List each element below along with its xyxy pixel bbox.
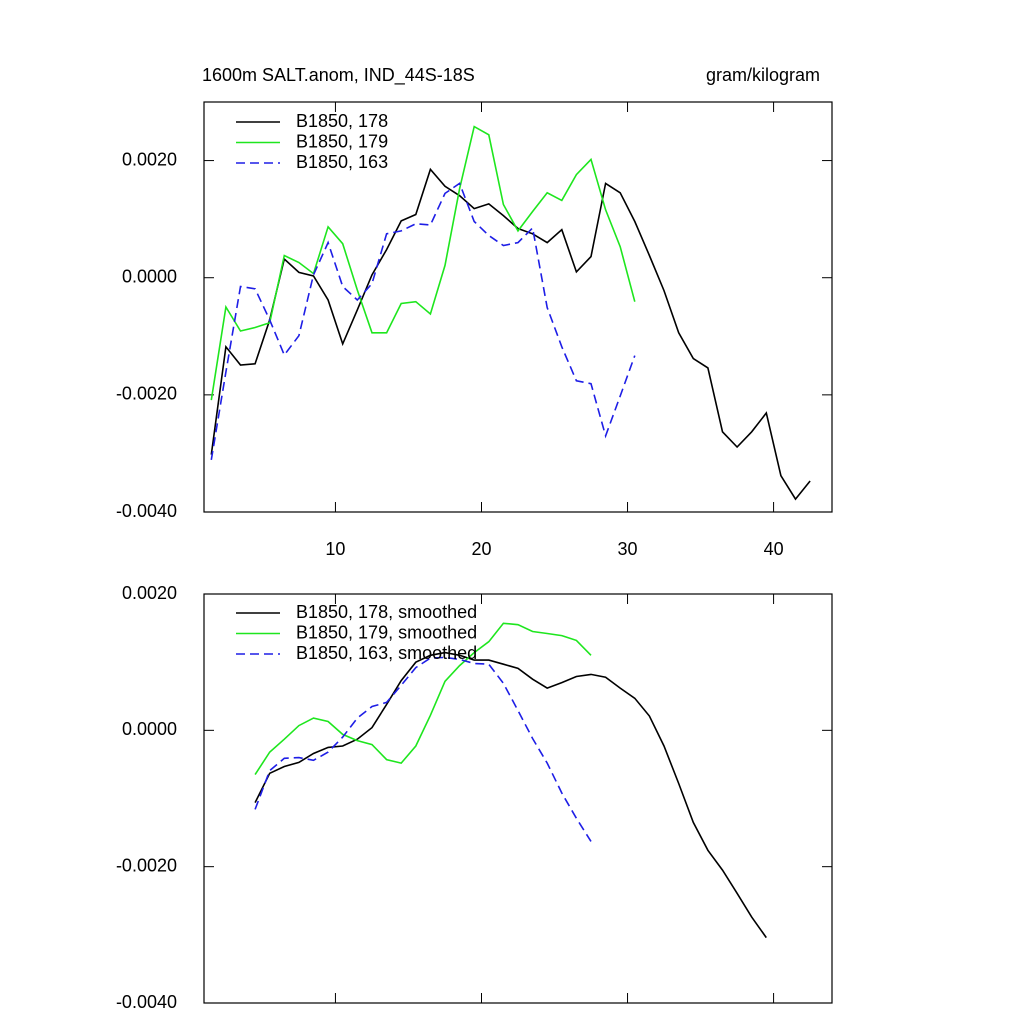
units-label: gram/kilogram [706,65,820,85]
plot-frame [203,101,833,513]
chart-title: 1600m SALT.anom, IND_44S-18S [202,65,475,86]
legend-label: B1850, 163, smoothed [296,643,477,663]
legend-label: B1850, 179, smoothed [296,622,477,642]
y-tick-label: 0.0000 [122,719,177,739]
y-tick-label: 0.0000 [122,266,177,286]
legend-label: B1850, 163 [296,152,388,172]
y-tick-label: -0.0040 [116,992,177,1012]
legend-label: B1850, 179 [296,131,388,151]
legend-label: B1850, 178 [296,111,388,131]
y-tick-label: -0.0040 [116,501,177,521]
data-line [210,167,811,501]
x-tick-label: 20 [471,539,491,559]
legend-label: B1850, 178, smoothed [296,602,477,622]
plot-frame [203,593,833,1004]
y-tick-label: -0.0020 [116,384,177,404]
x-tick-label: 40 [764,539,784,559]
data-line [210,125,636,401]
data-line [254,622,592,776]
data-line [254,651,767,939]
y-tick-label: 0.0020 [122,583,177,603]
y-tick-label: 0.0020 [122,149,177,169]
x-tick-label: 30 [618,539,638,559]
y-tick-label: -0.0020 [116,855,177,875]
data-line [210,182,636,461]
data-line [254,656,592,842]
x-tick-label: 10 [325,539,345,559]
